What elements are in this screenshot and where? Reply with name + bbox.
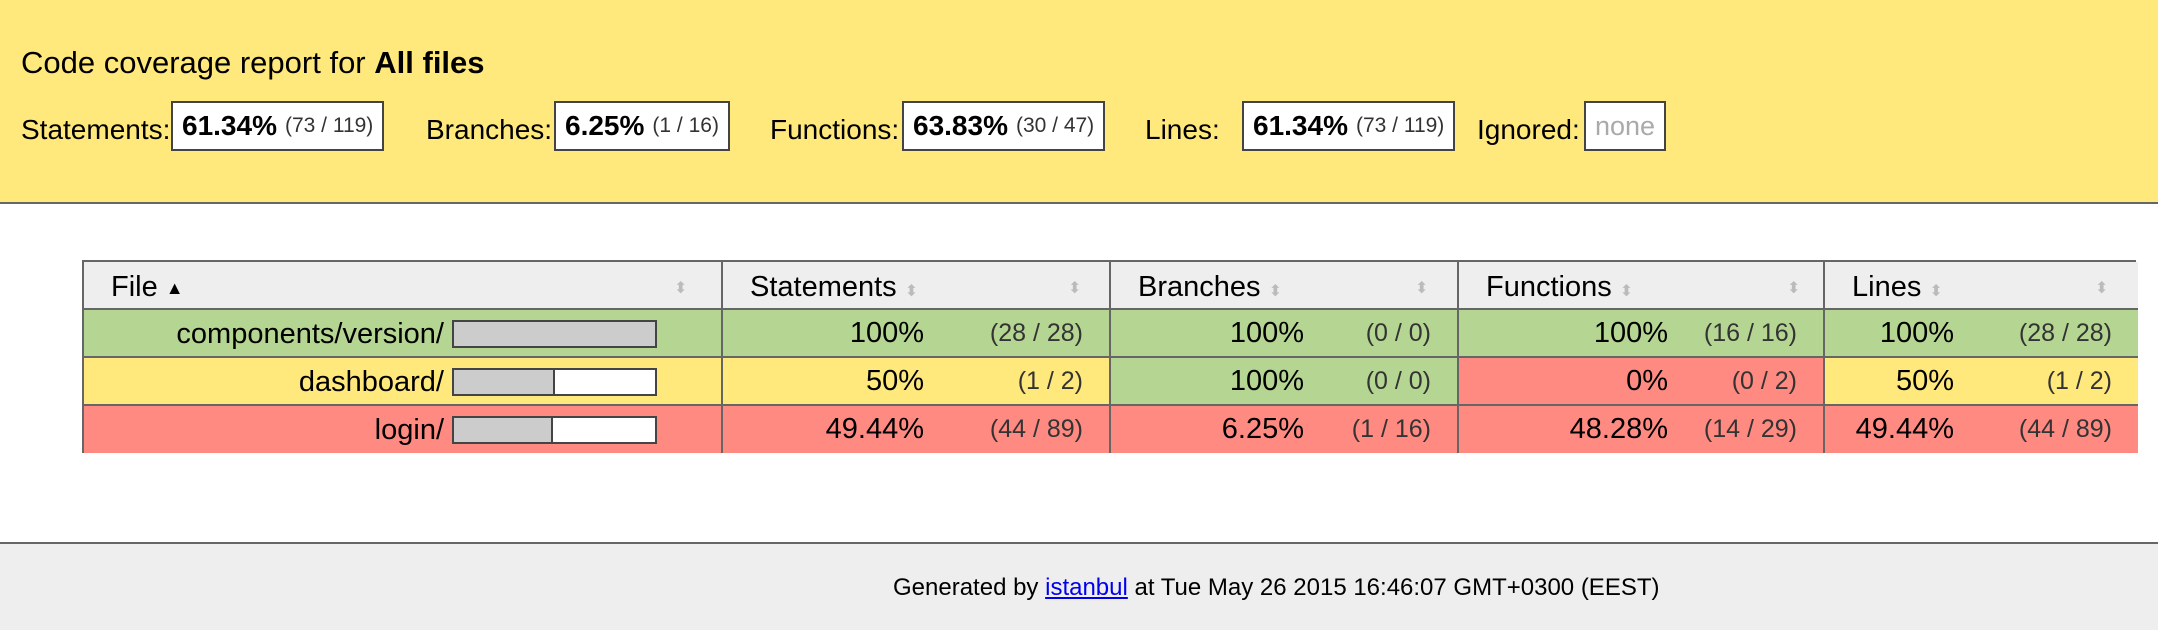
sort-icon[interactable]: ⬍ [1068, 280, 1082, 297]
summary-header: Code coverage report for All files State… [0, 0, 2158, 204]
metric-value-box: 63.83% (30 / 47) [902, 101, 1106, 151]
column-header-branches[interactable]: Branches ⬍ ⬍ [1109, 262, 1458, 310]
sort-icon[interactable]: ⬍ [904, 283, 919, 300]
table-row: dashboard/50% (1 / 2) 100% (0 / 0) 0% (0 / 2)… [84, 357, 2138, 406]
coverage-table: File ▲ ⬍ Statements ⬍ ⬍ Branches ⬍ ⬍ Fun… [82, 260, 2138, 453]
file-cell[interactable]: components/version/ [84, 309, 444, 358]
metric-label: Ignored: [1477, 114, 1580, 145]
branches-fraction: (0 / 0) [1310, 357, 1458, 406]
statements-pct: 50% [721, 357, 930, 406]
page-title-scope: All files [374, 45, 485, 80]
file-link[interactable]: components/version/ [176, 318, 444, 350]
statements-pct: 49.44% [721, 405, 930, 453]
column-label: Branches [1138, 271, 1261, 303]
file-link[interactable]: dashboard/ [298, 366, 444, 398]
lines-pct: 100% [1823, 309, 1960, 358]
branches-fraction: (1 / 16) [1310, 405, 1458, 453]
metric-pct: 61.34% [182, 110, 277, 141]
branches-pct: 6.25% [1109, 405, 1310, 453]
statements-fraction: (28 / 28) [930, 309, 1110, 358]
footer: Generated by istanbul at Tue May 26 2015… [0, 542, 2158, 630]
table-row: login/49.44% (44 / 89) 6.25% (1 / 16) 48.28%… [84, 405, 2138, 453]
metric-ignored-value: none [1595, 110, 1656, 141]
metric-fraction: (1 / 16) [652, 114, 719, 137]
lines-fraction: (44 / 89) [1960, 405, 2138, 453]
metric-pct: 63.83% [913, 110, 1008, 141]
metric-fraction: (30 / 47) [1015, 114, 1095, 137]
sort-icon[interactable]: ⬍ [1415, 280, 1429, 297]
metric-pct: 61.34% [1253, 110, 1348, 141]
functions-pct: 0% [1457, 357, 1674, 406]
coverage-bar-fill [454, 418, 554, 442]
column-label: Functions [1486, 271, 1612, 303]
statements-fraction: (44 / 89) [930, 405, 1110, 453]
coverage-bar [452, 368, 657, 396]
file-link[interactable]: login/ [374, 414, 444, 446]
coverage-bar-cell [444, 357, 722, 406]
branches-pct: 100% [1109, 357, 1310, 406]
functions-fraction: (16 / 16) [1674, 309, 1824, 358]
metric-label: Branches: [426, 114, 553, 145]
metric-value-box: 6.25% (1 / 16) [554, 101, 730, 151]
column-header-functions[interactable]: Functions ⬍ ⬍ [1457, 262, 1824, 310]
statements-pct: 100% [721, 309, 930, 358]
metric-value-box: 61.34% (73 / 119) [1242, 101, 1456, 151]
coverage-bar-fill [454, 322, 655, 346]
functions-pct: 100% [1457, 309, 1674, 358]
sort-icon[interactable]: ⬍ [1619, 283, 1634, 300]
metric-fraction: (73 / 119) [284, 114, 374, 137]
column-label: Lines [1852, 271, 1922, 303]
coverage-bar [452, 416, 657, 444]
metric-label: Functions: [770, 114, 900, 145]
page-title: Code coverage report for All files [21, 45, 485, 80]
sort-icon[interactable]: ⬍ [1787, 280, 1801, 297]
functions-pct: 48.28% [1457, 405, 1674, 453]
coverage-bar-cell [444, 309, 722, 358]
functions-fraction: (0 / 2) [1674, 357, 1824, 406]
functions-fraction: (14 / 29) [1674, 405, 1824, 453]
metric-value-box: 61.34% (73 / 119) [171, 101, 385, 151]
metric-pct: 6.25% [565, 110, 645, 141]
column-header-file[interactable]: File ▲ ⬍ [84, 262, 722, 310]
lines-fraction: (1 / 2) [1960, 357, 2138, 406]
metric-fraction: (73 / 119) [1355, 114, 1445, 137]
lines-pct: 50% [1823, 357, 1960, 406]
table-row: components/version/100% (28 / 28) 100% (0 /… [84, 309, 2138, 358]
sort-icon[interactable]: ⬍ [1929, 283, 1943, 300]
sort-icon[interactable]: ⬍ [674, 280, 688, 297]
file-cell[interactable]: dashboard/ [84, 357, 444, 406]
lines-pct: 49.44% [1823, 405, 1960, 453]
istanbul-link[interactable]: istanbul [1045, 574, 1128, 601]
metric-label: Lines: [1145, 114, 1220, 145]
sort-icon[interactable]: ⬍ [2095, 280, 2109, 297]
column-header-lines[interactable]: Lines ⬍ ⬍ [1823, 262, 2138, 310]
metric-label: Statements: [21, 114, 171, 145]
coverage-bar [452, 320, 657, 348]
column-label: File [111, 271, 158, 303]
coverage-bar-cell [444, 405, 722, 453]
branches-fraction: (0 / 0) [1310, 309, 1458, 358]
branches-pct: 100% [1109, 309, 1310, 358]
statements-fraction: (1 / 2) [930, 357, 1110, 406]
sort-ascending-icon: ▲ [165, 277, 184, 298]
sort-icon[interactable]: ⬍ [1268, 283, 1282, 300]
column-label: Statements [750, 271, 897, 303]
coverage-bar-fill [454, 370, 555, 394]
metric-value-box: none [1584, 101, 1667, 151]
column-header-statements[interactable]: Statements ⬍ ⬍ [721, 262, 1110, 310]
file-cell[interactable]: login/ [84, 405, 444, 453]
lines-fraction: (28 / 28) [1960, 309, 2138, 358]
table-header-row: File ▲ ⬍ Statements ⬍ ⬍ Branches ⬍ ⬍ Fun… [84, 262, 2138, 310]
